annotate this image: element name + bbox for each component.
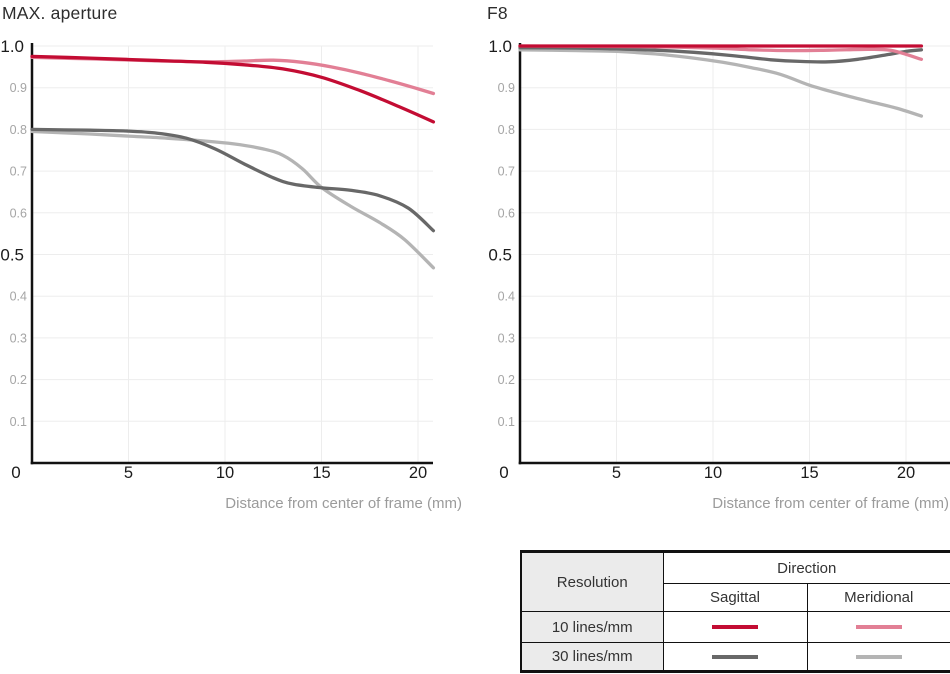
y-tick-label-1: 1.0 bbox=[0, 37, 24, 56]
y-tick-label-0.2: 0.2 bbox=[10, 373, 27, 387]
x-tick-label-10: 10 bbox=[704, 464, 722, 482]
x-tick-label-10: 10 bbox=[216, 464, 234, 482]
x-axis-label: Distance from center of frame (mm) bbox=[712, 495, 949, 512]
y-tick-label-0.4: 0.4 bbox=[10, 290, 27, 304]
y-tick-label-0.2: 0.2 bbox=[498, 373, 515, 387]
series-30-lines-mm-meridional bbox=[518, 48, 924, 118]
x-tick-label-20: 20 bbox=[897, 464, 915, 482]
y-tick-label-1: 1.0 bbox=[488, 37, 512, 56]
x-tick-label-15: 15 bbox=[800, 464, 818, 482]
y-tick-label-0.9: 0.9 bbox=[10, 81, 27, 95]
y-tick-label-0.8: 0.8 bbox=[498, 123, 515, 137]
y-tick-label-0.4: 0.4 bbox=[498, 290, 515, 304]
y-tick-label-0.6: 0.6 bbox=[10, 206, 27, 220]
y-tick-label-0.1: 0.1 bbox=[10, 415, 27, 429]
legend-row-label: 30 lines/mm bbox=[520, 642, 664, 672]
max-aperture-mtf-chart: 1.0 0.5 0 0.9 0.8 0.7 0.6 0.4 0.3 0.2 0.1 5 10 15 20 Di… bbox=[0, 37, 462, 512]
y-tick-label-0.5: 0.5 bbox=[488, 246, 512, 265]
legend-meridional-header: Meridional bbox=[806, 583, 950, 612]
y-tick-label-0.8: 0.8 bbox=[10, 123, 27, 137]
series-30-lines-mm-sagittal bbox=[518, 46, 924, 64]
legend-table: Resolution Direction Sagittal Meridional… bbox=[520, 550, 950, 673]
legend-row-30-lines: 30 lines/mm bbox=[520, 642, 950, 672]
series-30-lines-mm-meridional bbox=[30, 129, 436, 270]
legend-swatch-30-meridional bbox=[855, 654, 902, 659]
x-tick-label-15: 15 bbox=[312, 464, 330, 482]
y-tick-label-0.9: 0.9 bbox=[498, 81, 515, 95]
y-tick-label-0.1: 0.1 bbox=[498, 415, 515, 429]
legend-direction-header: Direction bbox=[662, 551, 950, 584]
legend-resolution-header: Resolution bbox=[520, 551, 664, 612]
legend-sagittal-header: Sagittal bbox=[662, 583, 808, 612]
y-tick-label-0.5: 0.5 bbox=[0, 246, 24, 265]
y-tick-label-0.6: 0.6 bbox=[498, 206, 515, 220]
series-30-lines-mm-sagittal bbox=[30, 127, 436, 233]
x-tick-label-5: 5 bbox=[612, 464, 621, 482]
origin-tick-label: 0 bbox=[499, 463, 508, 482]
legend-swatch-30-sagittal bbox=[712, 654, 758, 659]
chart-title-f8: F8 bbox=[487, 3, 508, 23]
chart-title-max-aperture: MAX. aperture bbox=[2, 3, 118, 23]
y-tick-label-0.3: 0.3 bbox=[10, 331, 27, 345]
y-tick-label-0.7: 0.7 bbox=[10, 165, 27, 179]
legend-row-10-lines: 10 lines/mm bbox=[520, 611, 950, 643]
y-tick-label-0.7: 0.7 bbox=[498, 165, 515, 179]
x-axis-label: Distance from center of frame (mm) bbox=[225, 495, 462, 512]
series-10-lines-mm-sagittal bbox=[30, 54, 436, 124]
legend-swatch-10-sagittal bbox=[712, 625, 758, 629]
legend-swatch-10-meridional bbox=[855, 625, 902, 629]
legend-row-label: 10 lines/mm bbox=[520, 611, 664, 643]
f8-mtf-chart: 1.0 0.5 0 0.9 0.8 0.7 0.6 0.4 0.3 0.2 0.1 5 10 15 20 Di… bbox=[488, 37, 950, 512]
origin-tick-label: 0 bbox=[11, 463, 20, 482]
y-tick-label-0.3: 0.3 bbox=[498, 331, 515, 345]
x-tick-label-20: 20 bbox=[409, 464, 427, 482]
x-tick-label-5: 5 bbox=[124, 464, 133, 482]
